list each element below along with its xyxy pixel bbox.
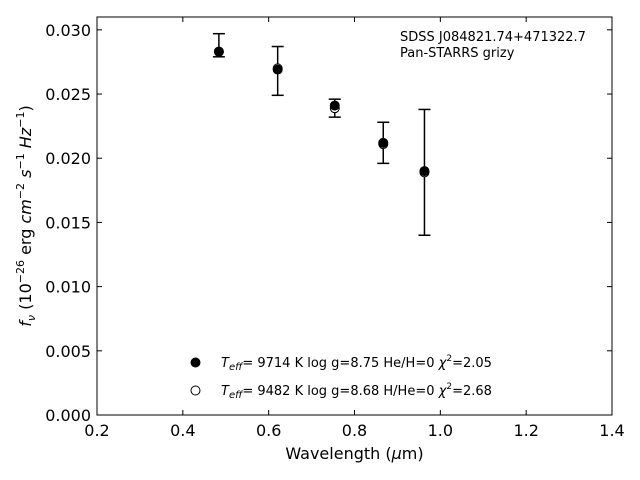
x-tick-label: 1.0 [428, 421, 453, 440]
y-tick-label: 0.005 [45, 342, 91, 361]
legend-entry-2: Teff= 9482 K log g=8.68 H/He=0 χ2=2.68 [221, 382, 492, 401]
filled-circle-point [419, 166, 430, 177]
legend-marker-filled [190, 357, 201, 368]
filled-circle-point [272, 64, 283, 75]
y-tick-label: 0.030 [45, 21, 91, 40]
annotation-survey: Pan-STARRS grizy [400, 46, 515, 61]
x-tick-label: 0.6 [256, 421, 281, 440]
y-tick-label: 0.020 [45, 149, 91, 168]
y-tick-label: 0.015 [45, 213, 91, 232]
y-tick-label: 0.010 [45, 278, 91, 297]
x-tick-label: 1.4 [599, 421, 624, 440]
filled-circle-point [378, 137, 389, 148]
y-axis-label: fν (10−26 erg cm−2 s−1 Hz−1) [14, 105, 38, 326]
legend: Teff= 9714 K log g=8.75 He/H=0 χ2=2.05 T… [190, 354, 492, 401]
legend-entry-1: Teff= 9714 K log g=8.75 He/H=0 χ2=2.05 [221, 354, 492, 373]
annotation-object-name: SDSS J084821.74+471322.7 [400, 30, 586, 45]
x-tick-label: 1.2 [513, 421, 538, 440]
y-axis-ticks: 0.000 0.005 0.010 0.015 0.020 0.025 0.030 [45, 21, 612, 425]
observed-error-bars [212, 32, 431, 237]
y-tick-label: 0.025 [45, 85, 91, 104]
filled-circle-point [213, 46, 224, 57]
x-axis-label: Wavelength (μm) [285, 444, 423, 463]
x-tick-label: 0.8 [342, 421, 367, 440]
x-axis-ticks: 0.2 0.4 0.6 0.8 1.0 1.2 1.4 [84, 17, 625, 440]
x-tick-label: 0.4 [170, 421, 195, 440]
legend-marker-open [190, 385, 201, 396]
filled-circle-point [329, 100, 340, 111]
x-tick-label: 0.2 [84, 421, 109, 440]
data-markers [213, 46, 430, 178]
y-tick-label: 0.000 [45, 406, 91, 425]
